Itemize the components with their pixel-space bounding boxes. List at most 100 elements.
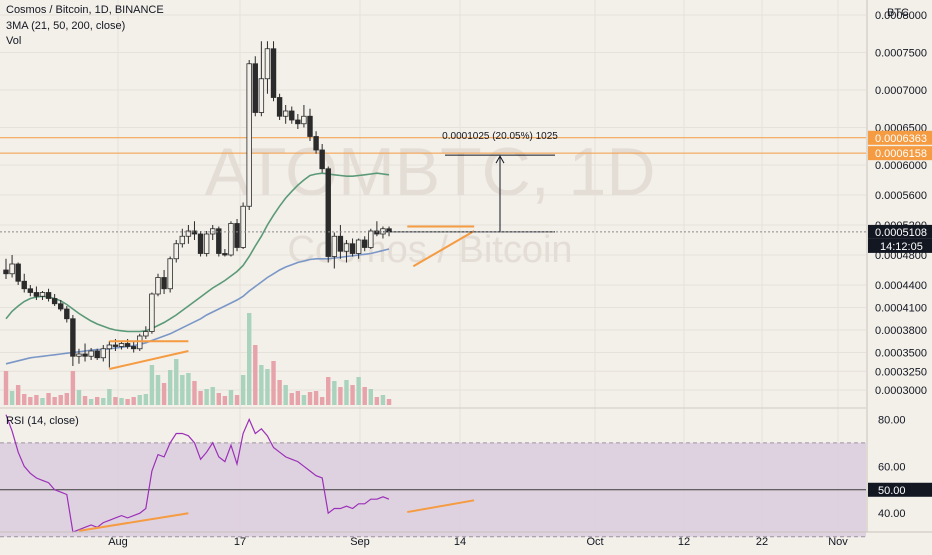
volume-bar [204,389,209,405]
rsi-tick-label: 40.00 [878,508,906,520]
volume-bar [155,375,161,405]
candle-body [222,253,228,256]
price-badge [868,224,932,239]
candle-body [313,136,319,151]
volume-bar [362,387,367,405]
watermark-ticker: ATOMBTC, 1D [205,134,656,210]
candle-body [130,346,137,350]
volume-bar [131,397,136,405]
candle-body [39,292,46,297]
candle-body [58,303,64,310]
measure-label: 0.0001025 (20.05%) 1025 [442,131,558,142]
volume-bar [253,345,258,405]
price-tick-label: 0.0005600 [875,190,927,202]
candle-body [124,343,131,347]
volume-bar [186,373,191,405]
volume-bar [277,380,282,405]
volume-bar [137,395,142,405]
candle-body [270,48,277,98]
volume-bar [46,393,51,405]
candle-body [276,97,283,117]
volume-bar [234,395,240,405]
price-badge [868,130,932,145]
volume-bar [101,398,106,405]
price-badge-label: 0.0006363 [875,133,927,145]
volume-bar [125,399,130,405]
price-tick-label: 0.0007500 [875,48,927,60]
volume-bar [34,395,39,405]
volume-bar [119,398,124,405]
volume-bar [113,397,118,405]
volume-bar [247,313,252,405]
volume-bar [107,389,112,405]
currency-label: BTC [887,7,909,19]
candle-body [106,344,113,350]
candle-body [349,243,356,254]
volume-bar [289,393,294,405]
time-tick-label: 22 [756,536,768,548]
candle-body [88,350,94,357]
volume-bar [82,396,88,405]
price-axis-panel [867,0,932,550]
ma-21-line [5,172,390,333]
indicator-legend: 3MA (21, 50, 200, close) [6,20,126,32]
candle-body [301,115,307,125]
volume-bar [64,393,69,405]
candle-body [355,239,362,254]
rsi-trend-line [407,499,475,514]
candle-body [282,110,289,117]
volume-bar [228,390,234,405]
candle-body [33,292,40,297]
rsi-trend-line [78,512,189,532]
volume-bar [307,392,313,405]
rsi-tick-label: 60.00 [878,461,906,473]
volume-legend: Vol [6,35,22,47]
candle-body [216,228,222,254]
time-tick-label: Oct [586,536,603,548]
volume-bar [76,390,82,405]
candle-body [161,277,167,290]
price-tick-label: 0.0008000 [875,10,927,22]
volume-bar [210,387,215,405]
price-tick-label: 0.0004100 [875,303,927,315]
volume-bar [174,359,179,405]
candle-body [155,277,161,295]
volume-bar [22,394,27,405]
volume-bar [313,391,319,405]
candle-body [203,233,210,254]
rsi-level-label: 50.00 [878,485,906,497]
rsi-tick-label: 80.00 [878,414,906,426]
candle-body [143,331,149,337]
candle-body [76,353,82,357]
candle-body [94,350,100,359]
candle-body [362,239,368,248]
candle-body [337,235,344,252]
candle-body [289,110,295,121]
candle-body [319,149,325,170]
time-tick-label: 14 [454,536,466,548]
volume-bar [240,375,246,405]
price-tick-label: 0.0003800 [875,325,927,337]
price-tick-label: 0.0004400 [875,280,927,292]
volume-bar [386,399,392,405]
price-tick-label: 0.0003500 [875,348,927,360]
candle-body [197,233,204,254]
volume-bar [271,361,276,405]
candle-body [167,258,173,290]
volume-bar [198,391,203,405]
volume-bar [368,389,373,405]
candle-body [51,298,58,305]
volume-bar [319,397,325,405]
price-badge [868,146,932,161]
price-badge-label: 0.0005108 [875,227,927,239]
volume-bar [216,393,221,405]
candle-body [64,308,70,320]
symbol-title: Cosmos / Bitcoin, 1D, BINANCE [6,4,164,16]
candle-body [368,230,374,248]
candle-body [307,115,313,137]
volume-bar [95,397,100,405]
time-tick-label: Aug [108,536,128,548]
volume-bar [283,385,288,405]
